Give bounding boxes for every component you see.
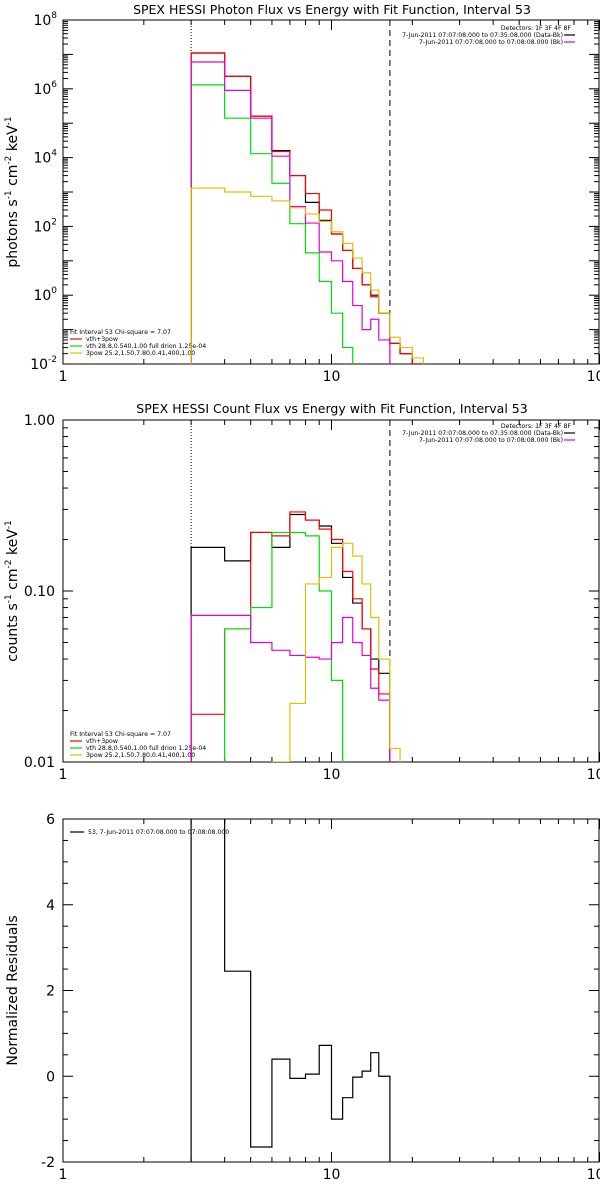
count-ytick-label: 0.10 bbox=[24, 584, 55, 600]
resid-ytick-label: -2 bbox=[41, 1155, 55, 1171]
photon-ylabel: photons s-1 cm-2 keV-1 bbox=[4, 116, 21, 267]
photon-ytick-label: 100 bbox=[33, 286, 57, 304]
photon-legend-fit: vth+3pow bbox=[86, 336, 118, 343]
resid-ytick-label: 4 bbox=[46, 898, 55, 914]
count-legend-vth: vth 28.8,0.540,1.00 full drion 1.25e-04 bbox=[86, 745, 206, 752]
photon-series-3 bbox=[190, 61, 391, 364]
photon-legend-3pow: 3pow 25.2,1.50,7.80,0.41,400,1.00 bbox=[86, 350, 195, 357]
resid-xtick-label: 100 bbox=[587, 1167, 600, 1183]
photon-series-2 bbox=[190, 84, 354, 364]
resid-legend: 53, 7-Jun-2011 07:07:08.000 to 07:08:08.… bbox=[70, 829, 229, 836]
residuals-panel: 53, 7-Jun-2011 07:07:08.000 to 07:08:08.… bbox=[5, 812, 600, 1183]
resid-ytick-label: 2 bbox=[46, 984, 55, 1000]
resid-legend-label: 53, 7-Jun-2011 07:07:08.000 to 07:08:08.… bbox=[88, 829, 229, 836]
photon-xtick-label: 100 bbox=[587, 369, 600, 385]
resid-series-0 bbox=[190, 819, 391, 1162]
count-title: SPEX HESSI Count Flux vs Energy with Fit… bbox=[136, 401, 527, 416]
count-data-interval: 7-Jun-2011 07:07:08.000 to 07:35:08.000 … bbox=[402, 430, 563, 437]
count-legend-fit: vth+3pow bbox=[86, 738, 118, 745]
count-flux-panel: SPEX HESSI Count Flux vs Energy with Fit… bbox=[4, 401, 600, 783]
count-legend: Fit Interval 53 Chi-square = 7.07 vth+3p… bbox=[70, 731, 206, 759]
count-series-0 bbox=[190, 513, 391, 762]
photon-title: SPEX HESSI Photon Flux vs Energy with Fi… bbox=[133, 2, 531, 17]
photon-ytick-label: 102 bbox=[33, 217, 57, 235]
photon-header: Detectors: 1F 3F 4F 8F 7-Jun-2011 07:07:… bbox=[402, 25, 575, 46]
count-series-1 bbox=[190, 511, 391, 762]
count-bk-interval: 7-Jun-2011 07:07:08.000 to 07:08:08.000 … bbox=[419, 437, 563, 444]
count-series-2 bbox=[224, 531, 344, 762]
photon-data-interval: 7-Jun-2011 07:07:08.000 to 07:35:08.000 … bbox=[402, 32, 563, 39]
photon-xtick-label: 10 bbox=[323, 369, 341, 385]
resid-ytick-label: 0 bbox=[46, 1069, 55, 1085]
photon-series-4 bbox=[190, 187, 425, 364]
count-series-3 bbox=[190, 614, 391, 762]
count-fit-interval: Fit Interval 53 Chi-square = 7.07 bbox=[70, 731, 171, 738]
resid-xtick-label: 1 bbox=[59, 1167, 68, 1183]
photon-ytick-label: 108 bbox=[33, 11, 57, 29]
count-ytick-label: 1.00 bbox=[24, 413, 55, 429]
count-legend-3pow: 3pow 25.2,1.50,7.80,0.41,400,1.00 bbox=[86, 752, 195, 759]
count-detectors: Detectors: 1F 3F 4F 8F bbox=[501, 423, 572, 430]
count-xtick-label: 10 bbox=[323, 767, 341, 783]
count-ytick-label: 0.01 bbox=[24, 755, 55, 771]
resid-ytick-label: 6 bbox=[46, 812, 55, 828]
photon-detectors: Detectors: 1F 3F 4F 8F bbox=[501, 25, 572, 32]
photon-ytick-label: 104 bbox=[33, 149, 57, 167]
photon-bk-interval: 7-Jun-2011 07:07:08.000 to 07:08:08.000 … bbox=[419, 39, 563, 46]
photon-ytick-label: 106 bbox=[33, 80, 57, 98]
count-xtick-label: 1 bbox=[59, 767, 68, 783]
photon-xtick-label: 1 bbox=[59, 369, 68, 385]
count-series-4 bbox=[271, 542, 401, 762]
photon-series-1 bbox=[190, 52, 425, 364]
resid-ylabel: Normalized Residuals bbox=[5, 915, 21, 1065]
count-ylabel: counts s-1 cm-2 keV-1 bbox=[4, 520, 21, 662]
photon-fit-interval: Fit Interval 53 Chi-square = 7.07 bbox=[70, 329, 171, 336]
photon-flux-panel: SPEX HESSI Photon Flux vs Energy with Fi… bbox=[4, 2, 600, 385]
count-header: Detectors: 1F 3F 4F 8F 7-Jun-2011 07:07:… bbox=[402, 423, 575, 444]
resid-xtick-label: 10 bbox=[323, 1167, 341, 1183]
count-xtick-label: 100 bbox=[587, 767, 600, 783]
photon-ytick-label: 10-2 bbox=[30, 355, 57, 373]
photon-legend: Fit Interval 53 Chi-square = 7.07 vth+3p… bbox=[70, 329, 206, 357]
photon-legend-vth: vth 28.8,0.540,1.00 full drion 1.25e-04 bbox=[86, 343, 206, 350]
